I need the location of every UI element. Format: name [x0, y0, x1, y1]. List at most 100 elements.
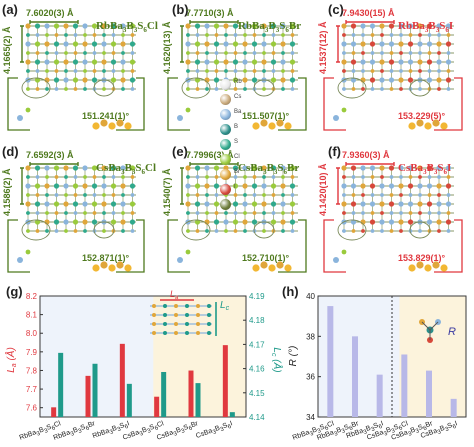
chart-h-category-label: CsBa3B3S6I	[420, 420, 459, 442]
legend-symbol: Cs	[234, 94, 242, 100]
chart-g-label: (g)	[6, 284, 23, 299]
inset-atom	[163, 322, 167, 326]
chart-h-label: (h)	[282, 284, 299, 299]
inset-h-bond	[429, 321, 439, 331]
compound-title: RbBa3B3S6Br	[238, 20, 302, 35]
legend-item: S	[218, 138, 252, 152]
legend-item	[218, 198, 252, 212]
inset-h-atom	[435, 319, 441, 325]
chart-g-bar-la	[222, 345, 228, 417]
legend-item: B	[218, 123, 252, 137]
chart-h-category-label: CsBa3B3S6Br	[390, 420, 435, 444]
chart-h-bar	[376, 374, 383, 417]
chart-g-category-label: RbBa3B3S6Cl	[19, 420, 63, 443]
inset-atom	[152, 322, 156, 326]
chart-h-bar	[327, 306, 334, 417]
chart-g-left-tick-label: 7.9	[26, 348, 38, 357]
chart-g-left-tick-label: 8.0	[26, 329, 38, 338]
lattice-length-a: 7.7996(3) Å	[186, 150, 234, 160]
inset-atom	[196, 304, 200, 308]
chart-g-left-tick-label: 8.2	[26, 292, 38, 301]
lattice-length-a: 7.7710(3) Å	[186, 8, 234, 18]
chart-h-tick-label: 36	[306, 373, 315, 382]
lattice-length-c: 4.1537(12) Å	[318, 21, 328, 74]
legend-item: Br	[218, 168, 252, 182]
chart-g-right-tick-label: 4.15	[249, 389, 265, 398]
chart-g-bar-la	[188, 370, 194, 417]
chart-g-category-label: RbBa3B3S6I	[92, 420, 132, 442]
inset-atom	[163, 313, 167, 317]
bond-angle: 152.871(1)°	[82, 253, 130, 263]
lattice-length-c: 4.1420(10) Å	[318, 163, 328, 216]
structure-panel-f: (f) CsBa3B3S6I 7.9360(3) Å 4.1420(10) Å 153.…	[316, 142, 474, 282]
chart-g-category-label: RbBa3B3S6Br	[53, 420, 98, 444]
lattice-length-c: 4.1665(2) Å	[2, 26, 12, 74]
lattice-length-c: 4.1620(13) Å	[162, 21, 172, 74]
chart-g-background-right	[153, 296, 246, 417]
chart-h-background-right	[399, 296, 466, 417]
inset-atom	[174, 322, 178, 326]
compound-title: CsBa3B3S6I	[398, 162, 452, 177]
legend-item: Ba	[218, 108, 252, 122]
atom-swatch	[220, 109, 231, 120]
chart-h-bar	[426, 370, 432, 417]
panel-label: (e)	[172, 144, 188, 159]
inset-h-atom	[427, 337, 433, 343]
inset-atom	[174, 313, 178, 317]
chart-g-bar-la	[154, 396, 160, 417]
chart-g-bar-lc	[92, 363, 98, 417]
crystal-structure-drawing	[323, 20, 463, 131]
compound-title: CsBa3B3S6Cl	[96, 162, 157, 177]
atom-swatch	[220, 94, 231, 105]
legend-symbol: Rb	[234, 79, 242, 85]
chart-h-background	[318, 296, 466, 417]
chart-g-category-label: CsBa3B3S6I	[195, 420, 234, 442]
inset-atom	[207, 331, 211, 335]
chart-g-bar-la	[119, 343, 125, 417]
bond-angle: 153.829(1)°	[398, 253, 446, 263]
atom-swatch	[220, 199, 231, 210]
legend-item: I	[218, 183, 252, 197]
inset-lc-label: Lc	[220, 300, 230, 312]
chart-h-tick-label: 34	[306, 413, 315, 422]
lattice-length-a: 7.6020(3) Å	[26, 8, 74, 18]
legend-item: Cl	[218, 153, 252, 167]
inset-atom	[196, 322, 200, 326]
chart-g-left-tick-label: 7.6	[26, 404, 38, 413]
inset-h-label: R	[448, 326, 456, 338]
chart-g-left-tick-label: 7.7	[26, 385, 38, 394]
chart-g-bar-lc	[161, 371, 167, 417]
lattice-length-a: 7.6592(3) Å	[26, 150, 74, 160]
chart-g-frame	[39, 295, 247, 418]
chart-g-bar-lc	[195, 383, 201, 417]
inset-atom	[185, 313, 189, 317]
crystal-structure-drawing	[323, 162, 463, 273]
chart-g-right-tick-label: 4.17	[249, 340, 265, 349]
atom-swatch	[220, 184, 231, 195]
inset-atom	[185, 331, 189, 335]
crystal-structure-drawing	[167, 20, 307, 131]
chart-g-left-tick-label: 7.8	[26, 366, 38, 375]
chart-g-right-tick-label: 4.18	[249, 316, 265, 325]
chart-h-tick-label: 38	[306, 332, 315, 341]
lattice-length-a: 7.9360(3) Å	[342, 150, 390, 160]
chart-g-right-tick-label: 4.16	[249, 365, 265, 374]
chart-g-left-tick-label: 8.1	[26, 311, 38, 320]
panel-label: (c)	[328, 2, 344, 17]
inset-atom	[163, 304, 167, 308]
inset-atom	[163, 331, 167, 335]
chart-g-bar-lc	[58, 352, 64, 417]
chart-g-bar-lc	[126, 383, 132, 417]
inset-atom	[207, 322, 211, 326]
inset-h-bond	[421, 321, 431, 331]
chart-h-category-label: CsBa3B3S6Cl	[366, 420, 410, 443]
chart-h-bar	[450, 398, 457, 417]
legend-symbol: B	[234, 124, 239, 130]
inset-atom	[185, 304, 189, 308]
legend-symbol: Cl	[234, 154, 240, 160]
structure-panel-e: (e) CsBa3B3S6Br 7.7996(3) Å 4.1540(7) Å 152.…	[160, 142, 320, 282]
inset-atom	[207, 313, 211, 317]
atom-swatch	[220, 154, 231, 165]
chart-g-category-label: CsBa3B3S6Cl	[122, 420, 166, 443]
bond-angle: 153.229(5)°	[398, 111, 446, 121]
